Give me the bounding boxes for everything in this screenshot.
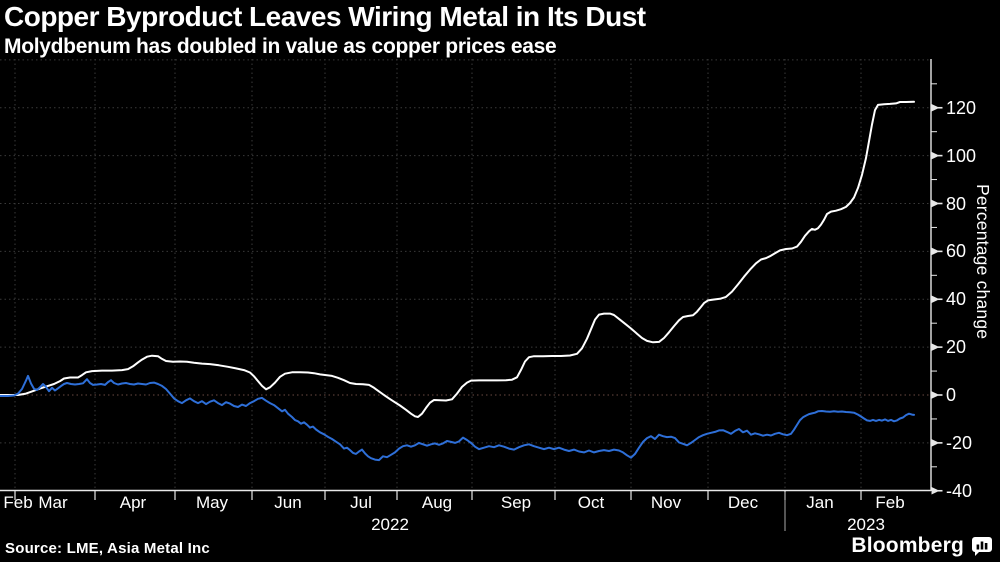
x-month-label: Jul (350, 493, 372, 512)
y-tick-label: 120 (946, 97, 977, 118)
y-axis-tick-arrow (931, 343, 940, 351)
bloomberg-logo: Bloomberg (851, 534, 992, 558)
y-axis-tick-arrow (931, 247, 940, 256)
y-axis-tick-arrow (931, 295, 940, 304)
y-tick-label: 20 (946, 337, 967, 358)
y-axis-tick-arrow (931, 151, 940, 160)
series-line-copper (0, 374, 915, 462)
y-axis-title: Percentage change (973, 184, 993, 340)
x-month-label: Mar (38, 493, 68, 512)
x-month-label: Nov (650, 493, 682, 512)
y-tick-label: 60 (946, 241, 967, 262)
y-tick-label: 40 (946, 289, 967, 310)
x-month-label: Feb (3, 493, 33, 512)
x-year-label: 2022 (371, 515, 409, 534)
bloomberg-bars-icon (972, 536, 992, 556)
y-axis-tick-arrow (931, 486, 940, 495)
chart-subtitle: Molydbenum has doubled in value as coppe… (4, 35, 557, 58)
series-line-molybdenum (0, 100, 915, 418)
chart-title: Copper Byproduct Leaves Wiring Metal in … (4, 1, 646, 32)
x-month-label: Sep (500, 493, 532, 512)
y-tick-label: 80 (946, 193, 967, 214)
x-month-label: Oct (577, 493, 605, 512)
x-month-label: Apr (119, 493, 147, 512)
source-text: Source: LME, Asia Metal Inc (5, 540, 210, 557)
y-tick-label: -20 (946, 432, 973, 453)
y-axis-tick-arrow (931, 199, 940, 208)
y-axis-tick-arrow (931, 439, 940, 447)
y-tick-label: -40 (946, 480, 973, 501)
x-month-label: Jun (274, 493, 302, 512)
x-month-label: Aug (421, 493, 453, 512)
y-tick-label: 100 (946, 145, 977, 166)
bloomberg-wordmark: Bloomberg (851, 534, 964, 557)
x-month-label: Jan (806, 493, 834, 512)
y-axis-tick-arrow (931, 103, 940, 112)
x-month-label: Feb (875, 493, 905, 512)
x-year-label: 2023 (847, 515, 885, 534)
y-axis-tick-arrow (931, 391, 940, 399)
y-tick-label: 0 (946, 385, 957, 405)
x-month-label: Dec (727, 493, 759, 512)
x-month-label: May (195, 493, 229, 512)
